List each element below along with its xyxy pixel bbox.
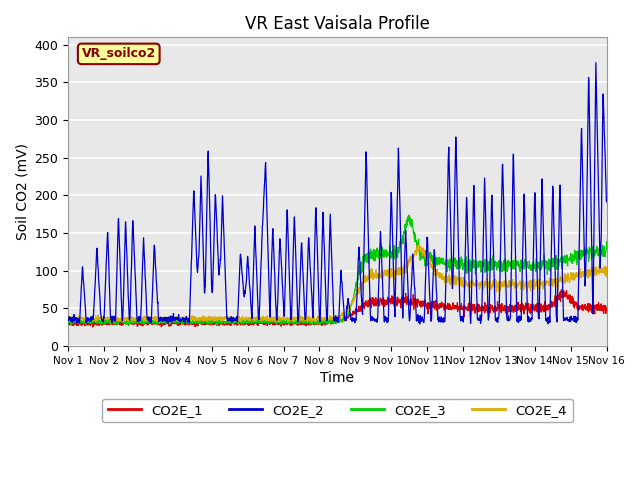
- Legend: CO2E_1, CO2E_2, CO2E_3, CO2E_4: CO2E_1, CO2E_2, CO2E_3, CO2E_4: [102, 399, 573, 422]
- X-axis label: Time: Time: [321, 371, 355, 385]
- Y-axis label: Soil CO2 (mV): Soil CO2 (mV): [15, 143, 29, 240]
- Title: VR East Vaisala Profile: VR East Vaisala Profile: [245, 15, 430, 33]
- Text: VR_soilco2: VR_soilco2: [82, 48, 156, 60]
